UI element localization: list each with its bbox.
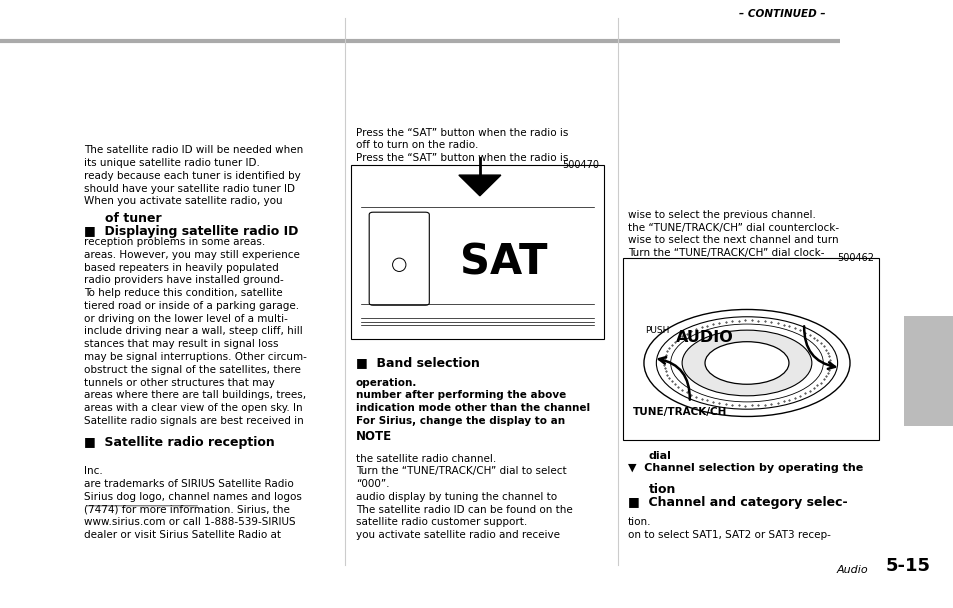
- Text: AUDIO: AUDIO: [675, 330, 733, 345]
- Text: areas. However, you may still experience: areas. However, you may still experience: [84, 250, 299, 260]
- Text: areas with a clear view of the open sky. In: areas with a clear view of the open sky.…: [84, 403, 302, 413]
- Text: Turn the “TUNE/TRACK/CH” dial clock-: Turn the “TUNE/TRACK/CH” dial clock-: [627, 248, 823, 258]
- Text: Press the “SAT” button when the radio is: Press the “SAT” button when the radio is: [355, 153, 568, 163]
- Text: stances that may result in signal loss: stances that may result in signal loss: [84, 339, 278, 349]
- FancyBboxPatch shape: [903, 316, 953, 426]
- Text: tion: tion: [648, 483, 676, 496]
- Text: SAT: SAT: [459, 241, 547, 284]
- Text: The satellite radio ID can be found on the: The satellite radio ID can be found on t…: [355, 505, 572, 514]
- Text: you activate satellite radio and receive: you activate satellite radio and receive: [355, 530, 559, 540]
- Text: 5-15: 5-15: [884, 556, 929, 575]
- Text: Audio: Audio: [836, 565, 867, 575]
- Ellipse shape: [704, 342, 788, 384]
- Text: tion.: tion.: [627, 517, 651, 527]
- Text: wise to select the next channel and turn: wise to select the next channel and turn: [627, 235, 838, 245]
- Text: The satellite radio ID will be needed when: The satellite radio ID will be needed wh…: [84, 145, 303, 155]
- Text: Press the “SAT” button when the radio is: Press the “SAT” button when the radio is: [355, 128, 568, 137]
- Text: the satellite radio channel.: the satellite radio channel.: [355, 454, 496, 463]
- Text: on to select SAT1, SAT2 or SAT3 recep-: on to select SAT1, SAT2 or SAT3 recep-: [627, 530, 830, 540]
- Ellipse shape: [681, 330, 811, 396]
- FancyBboxPatch shape: [351, 165, 603, 339]
- Text: of tuner: of tuner: [105, 212, 161, 225]
- Text: ■  Satellite radio reception: ■ Satellite radio reception: [84, 436, 274, 449]
- FancyBboxPatch shape: [369, 212, 429, 305]
- Text: off to turn on the radio.: off to turn on the radio.: [355, 140, 477, 150]
- Text: ready because each tuner is identified by: ready because each tuner is identified b…: [84, 171, 300, 181]
- Text: its unique satellite radio tuner ID.: its unique satellite radio tuner ID.: [84, 158, 259, 168]
- Text: radio providers have installed ground-: radio providers have installed ground-: [84, 275, 283, 285]
- Text: dial: dial: [648, 451, 671, 461]
- Text: For Sirius, change the display to an: For Sirius, change the display to an: [355, 416, 564, 426]
- Text: www.sirius.com or call 1-888-539-SIRIUS: www.sirius.com or call 1-888-539-SIRIUS: [84, 517, 295, 527]
- Text: operation.: operation.: [355, 378, 416, 387]
- Text: “000”.: “000”.: [355, 479, 389, 489]
- Text: – CONTINUED –: – CONTINUED –: [739, 10, 824, 19]
- Text: should have your satellite radio tuner ID: should have your satellite radio tuner I…: [84, 184, 294, 193]
- Ellipse shape: [393, 258, 406, 271]
- Text: the “TUNE/TRACK/CH” dial counterclock-: the “TUNE/TRACK/CH” dial counterclock-: [627, 223, 838, 232]
- Text: ■  Channel and category selec-: ■ Channel and category selec-: [627, 496, 846, 509]
- Text: To help reduce this condition, satellite: To help reduce this condition, satellite: [84, 288, 282, 298]
- Text: NOTE: NOTE: [355, 430, 392, 443]
- Text: tiered road or inside of a parking garage.: tiered road or inside of a parking garag…: [84, 301, 298, 311]
- Text: tunnels or other structures that may: tunnels or other structures that may: [84, 378, 274, 387]
- Text: or driving on the lower level of a multi-: or driving on the lower level of a multi…: [84, 314, 288, 323]
- Text: ▼  Channel selection by operating the: ▼ Channel selection by operating the: [627, 463, 862, 473]
- Text: areas where there are tall buildings, trees,: areas where there are tall buildings, tr…: [84, 390, 306, 400]
- Text: indication mode other than the channel: indication mode other than the channel: [355, 403, 589, 413]
- Text: include driving near a wall, steep cliff, hill: include driving near a wall, steep cliff…: [84, 326, 302, 336]
- Text: are trademarks of SIRIUS Satellite Radio: are trademarks of SIRIUS Satellite Radio: [84, 479, 294, 489]
- Text: reception problems in some areas.: reception problems in some areas.: [84, 237, 265, 247]
- Text: obstruct the signal of the satellites, there: obstruct the signal of the satellites, t…: [84, 365, 300, 375]
- Text: When you activate satellite radio, you: When you activate satellite radio, you: [84, 196, 282, 206]
- Text: dealer or visit Sirius Satellite Radio at: dealer or visit Sirius Satellite Radio a…: [84, 530, 280, 540]
- Text: 500462: 500462: [836, 253, 873, 263]
- Text: audio display by tuning the channel to: audio display by tuning the channel to: [355, 492, 557, 502]
- Text: wise to select the previous channel.: wise to select the previous channel.: [627, 210, 815, 219]
- Text: may be signal interruptions. Other circum-: may be signal interruptions. Other circu…: [84, 352, 307, 362]
- Text: Turn the “TUNE/TRACK/CH” dial to select: Turn the “TUNE/TRACK/CH” dial to select: [355, 466, 566, 476]
- Text: TUNE/TRACK/CH: TUNE/TRACK/CH: [632, 407, 726, 417]
- Text: PUSH: PUSH: [644, 326, 669, 336]
- Text: ■  Band selection: ■ Band selection: [355, 356, 479, 368]
- Text: 500470: 500470: [561, 161, 598, 170]
- Text: based repeaters in heavily populated: based repeaters in heavily populated: [84, 263, 278, 272]
- Text: number after performing the above: number after performing the above: [355, 390, 565, 400]
- Text: Inc.: Inc.: [84, 466, 103, 476]
- Text: Satellite radio signals are best received in: Satellite radio signals are best receive…: [84, 416, 303, 426]
- Polygon shape: [458, 175, 500, 196]
- Text: ■  Displaying satellite radio ID: ■ Displaying satellite radio ID: [84, 225, 298, 238]
- Text: (7474) for more information. Sirius, the: (7474) for more information. Sirius, the: [84, 505, 290, 514]
- Text: Sirius dog logo, channel names and logos: Sirius dog logo, channel names and logos: [84, 492, 301, 502]
- FancyBboxPatch shape: [622, 258, 878, 440]
- Text: satellite radio customer support.: satellite radio customer support.: [355, 517, 527, 527]
